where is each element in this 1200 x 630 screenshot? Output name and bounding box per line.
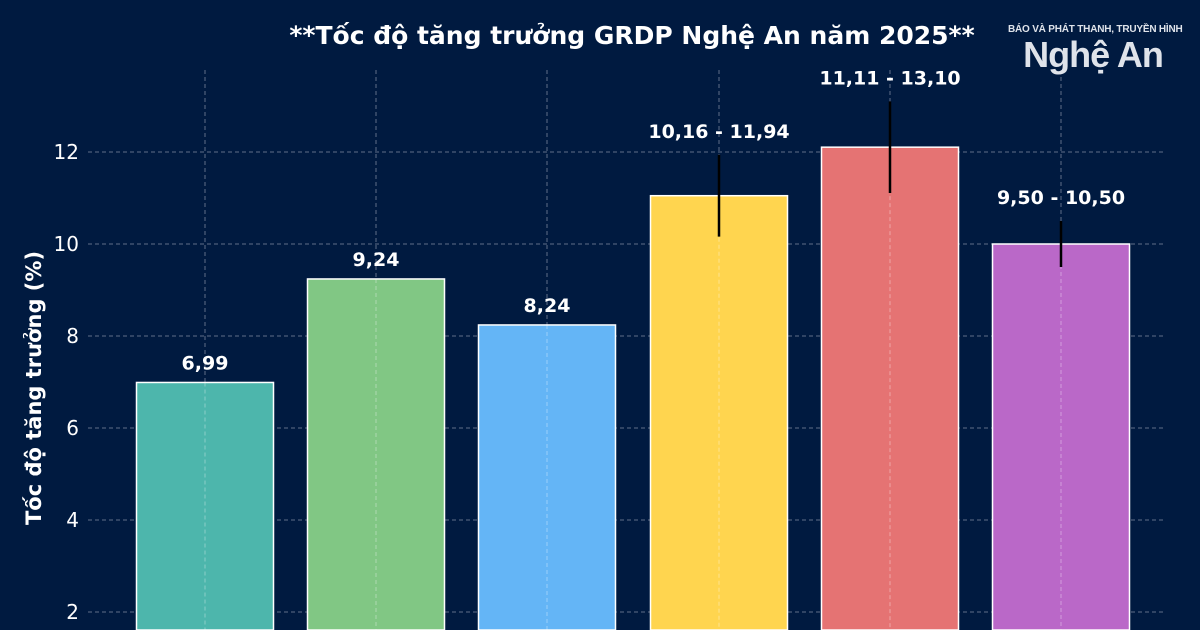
data-label: 11,11 - 13,10 (819, 67, 960, 89)
chart-title: **Tốc độ tăng trưởng GRDP Nghệ An năm 20… (289, 21, 974, 50)
bar (991, 243, 1131, 630)
bar (477, 324, 617, 630)
data-label: 10,16 - 11,94 (648, 121, 789, 143)
data-label: 8,24 (524, 295, 571, 317)
bar (649, 194, 789, 630)
y-tick-label: 8 (66, 324, 79, 348)
y-tick-label: 2 (66, 600, 79, 624)
y-tick-label: 4 (66, 508, 79, 532)
bar (306, 278, 446, 630)
y-tick-label: 10 (54, 232, 79, 256)
nghe-an-logo: BÁO VÀ PHÁT THANH, TRUYỀN HÌNH Nghệ An (1008, 24, 1183, 75)
y-tick-label: 6 (66, 416, 79, 440)
data-label: 9,50 - 10,50 (997, 187, 1125, 209)
data-label: 6,99 (182, 352, 229, 374)
y-axis-label: Tốc độ tăng trưởng (%) (22, 251, 46, 525)
logo-top-line: BÁO VÀ PHÁT THANH, TRUYỀN HÌNH (1008, 24, 1183, 35)
data-label: 9,24 (353, 249, 400, 271)
logo-main: Nghệ An (1023, 34, 1164, 75)
y-tick-label: 12 (54, 140, 79, 164)
